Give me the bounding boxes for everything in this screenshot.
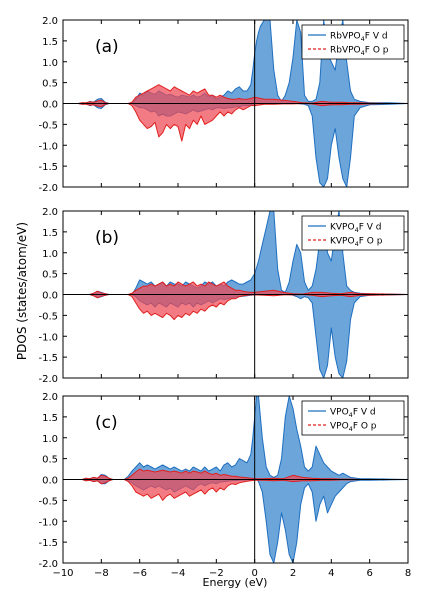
legend-text: F O p xyxy=(365,46,389,56)
x-tick-label: 4 xyxy=(328,568,334,579)
y-tick-label: -0.5 xyxy=(38,496,58,507)
y-tick-label: -1.0 xyxy=(38,517,58,528)
kvpo4f-v-d-spin-down-area xyxy=(63,294,408,378)
legend-text: F V d xyxy=(365,32,388,42)
legend-text: F V d xyxy=(353,408,376,418)
x-tick-label: 8 xyxy=(405,568,411,579)
rbvpo4f-v-d-spin-down-area xyxy=(63,103,408,187)
legend-entry: KVPO4F O p xyxy=(330,237,383,249)
y-tick-label: 1.5 xyxy=(42,413,58,424)
y-tick-label: 0.5 xyxy=(42,270,58,281)
legend-subscript: 4 xyxy=(349,425,353,433)
y-tick-label: -0.5 xyxy=(38,120,58,131)
legend-text: F V d xyxy=(359,223,382,233)
legend-text: F O p xyxy=(359,237,383,247)
y-tick-label: 0.5 xyxy=(42,455,58,466)
legend-frame xyxy=(301,215,405,251)
panels: -2.0-1.5-1.0-0.50.00.51.01.52.0(a)RbVPO4… xyxy=(38,16,411,579)
x-tick-label: −2 xyxy=(209,568,224,579)
y-tick-label: -1.5 xyxy=(38,353,58,364)
y-tick-label: 0.0 xyxy=(42,476,58,487)
x-tick-label: 6 xyxy=(366,568,372,579)
panel-label: (b) xyxy=(95,228,119,248)
y-tick-label: 1.0 xyxy=(42,434,58,445)
x-tick-label: −8 xyxy=(94,568,109,579)
y-tick-label: 0.0 xyxy=(42,100,58,111)
legend-entry: VPO4F O p xyxy=(330,422,377,434)
legend-text: RbVPO xyxy=(330,32,361,42)
y-tick-label: -2.0 xyxy=(38,183,58,194)
y-tick-label: -1.0 xyxy=(38,332,58,343)
panel-b: -2.0 -1.5 -1.0 -0.5 0.0 0.5 1.0 1.5 2.0 (b) KVPO4F… xyxy=(38,207,409,385)
legend-entry: RbVPO4F O p xyxy=(330,46,389,58)
kvpo4f-o-p-spin-down-area xyxy=(63,294,408,321)
legend-subscript: 4 xyxy=(355,226,359,234)
panel-c: -2.0 -1.5 -1.0 -0.5 0.0 0.5 1.0 1.5 2.0 −10 −8 −6 −4… xyxy=(38,392,411,579)
legend-text: KVPO xyxy=(330,223,355,233)
kvpo4f-o-p-spin-up-area xyxy=(63,281,408,295)
y-tick-label: 2.0 xyxy=(42,16,58,27)
y-tick-label: 0.0 xyxy=(42,291,58,302)
y-tick-label: -1.5 xyxy=(38,538,58,549)
vpo4f-v-d-spin-down-area xyxy=(63,479,408,563)
y-tick-label: 0.5 xyxy=(42,79,58,90)
y-tick-label: -2.0 xyxy=(38,559,58,570)
y-tick-label: -2.0 xyxy=(38,374,58,385)
legend-subscript: 4 xyxy=(349,411,353,419)
y-tick-label: 1.5 xyxy=(42,37,58,48)
x-tick-label: −6 xyxy=(132,568,147,579)
y-tick-label: 2.0 xyxy=(42,392,58,403)
legend-text: VPO xyxy=(330,422,349,432)
y-tick-label: 2.0 xyxy=(42,207,58,218)
x-tick-label: −10 xyxy=(52,568,73,579)
legend-frame xyxy=(301,400,405,436)
y-tick-label: 1.5 xyxy=(42,228,58,239)
vpo4f-o-p-spin-down-area xyxy=(63,479,408,501)
y-tick-label: -0.5 xyxy=(38,311,58,322)
vpo4f-v-d-spin-up-area xyxy=(63,396,408,480)
x-tick-label: −4 xyxy=(171,568,186,579)
panel-a: -2.0 -1.5 -1.0 -0.5 0.0 0.5 1.0 1.5 2.0 (a) RbVPO4… xyxy=(38,16,409,194)
legend-frame xyxy=(301,24,405,60)
y-tick-label: 1.0 xyxy=(42,58,58,69)
legend-entry: VPO4F V d xyxy=(330,408,376,420)
legend-entry: KVPO4F V d xyxy=(330,223,382,235)
y-axis-label: PDOS (states/atom/eV) xyxy=(15,222,29,360)
legend-subscript: 4 xyxy=(361,49,365,57)
panel-label: (c) xyxy=(95,413,118,433)
legend-subscript: 4 xyxy=(355,240,359,248)
legend-text: VPO xyxy=(330,408,349,418)
legend-text: RbVPO xyxy=(330,46,361,56)
y-tick-label: 1.0 xyxy=(42,249,58,260)
legend-text: F O p xyxy=(353,422,377,432)
legend-text: KVPO xyxy=(330,237,355,247)
panel-label: (a) xyxy=(95,37,119,57)
y-tick-label: -1.0 xyxy=(38,141,58,152)
y-tick-label: -1.5 xyxy=(38,162,58,173)
x-axis-label: Energy (eV) xyxy=(203,576,268,589)
legend-subscript: 4 xyxy=(361,35,365,43)
legend-entry: RbVPO4F V d xyxy=(330,32,388,44)
x-tick-label: 0 xyxy=(251,568,257,579)
x-tick-label: 2 xyxy=(290,568,296,579)
plot-area xyxy=(63,396,408,563)
